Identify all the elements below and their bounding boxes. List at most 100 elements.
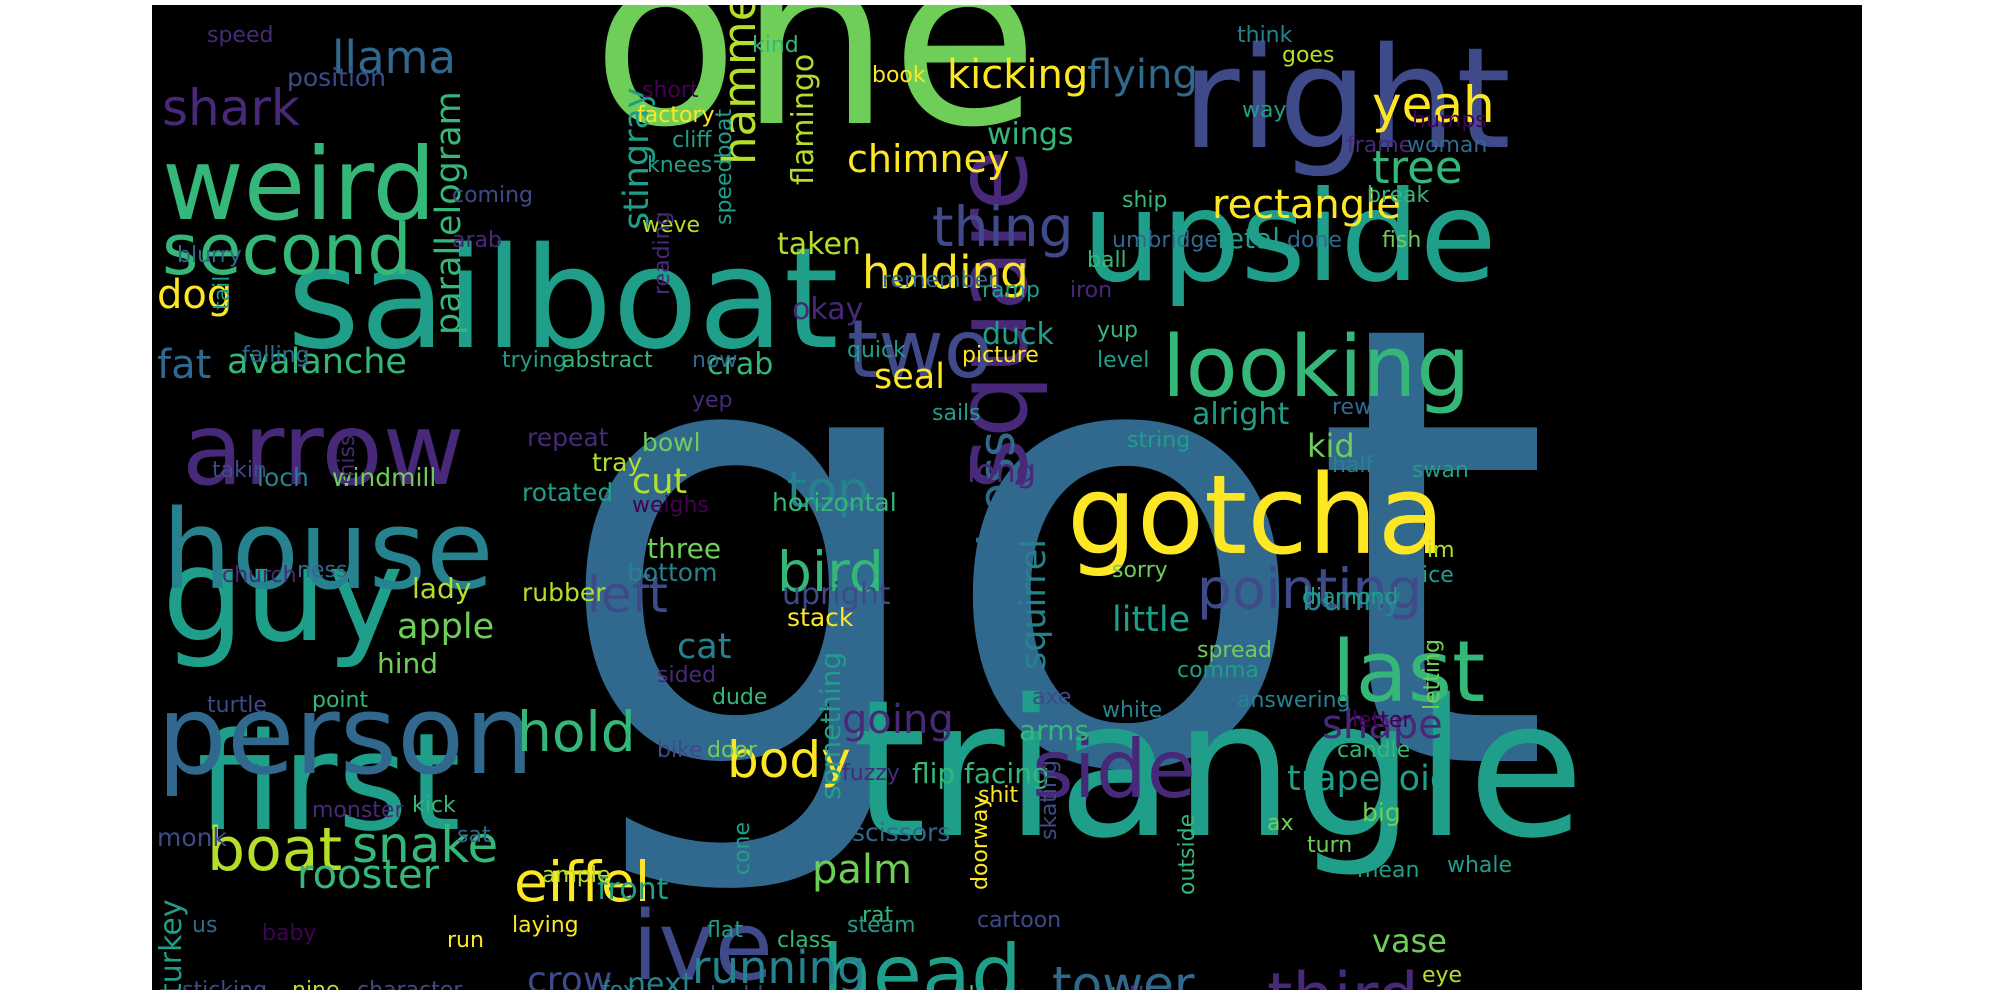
word-short: short	[642, 78, 699, 103]
word-left: left	[587, 566, 668, 624]
word-running: running	[692, 941, 866, 990]
word-ness: ness	[297, 558, 348, 583]
word-letting: letting	[1420, 639, 1445, 710]
word-looking: looking	[1162, 318, 1471, 417]
word-cliff: cliff	[672, 128, 712, 153]
word-humps: humps	[1412, 108, 1487, 133]
word-sorry: sorry	[1112, 558, 1168, 583]
word-half: half	[1332, 453, 1374, 478]
word-ive: ive	[632, 892, 774, 991]
word-letter: letter	[1352, 708, 1412, 733]
word-something: something	[814, 651, 847, 800]
word-mallet: mallet	[1077, 983, 1178, 990]
word-weve: weve	[642, 213, 701, 238]
word-laying: laying	[512, 913, 579, 938]
word-sticking: sticking	[182, 980, 267, 991]
word-blurry: blurry	[177, 243, 242, 268]
word-snake: snake	[352, 816, 499, 874]
word-point: point	[312, 688, 369, 713]
word-ramp: ramp	[982, 278, 1040, 303]
word-outside: outside	[1175, 813, 1200, 895]
word-cartoon: cartoon	[977, 908, 1062, 933]
word-comma: comma	[1177, 658, 1259, 683]
word-parallelogram: parallelogram	[429, 91, 469, 335]
word-bike: bike	[657, 738, 703, 763]
word-rectangle: rectangle	[1212, 182, 1401, 228]
word-spread: spread	[1197, 638, 1272, 663]
word-think: think	[1237, 23, 1293, 48]
word-diamond: diamond	[1302, 585, 1399, 610]
word-falling: falling	[242, 343, 310, 368]
word-bird: bird	[777, 540, 884, 604]
word-hold: hold	[517, 700, 636, 764]
word-fish: fish	[1382, 228, 1422, 253]
word-shark: shark	[162, 79, 300, 137]
word-horizontal: horizontal	[772, 488, 897, 517]
word-kick: kick	[412, 793, 456, 818]
word-flamingo: flamingo	[786, 53, 821, 185]
word-boat: boat	[207, 815, 343, 885]
word-head: head	[822, 928, 1022, 991]
word-little: little	[1112, 600, 1191, 640]
word-person: person	[157, 671, 535, 799]
word-picture: picture	[962, 343, 1039, 368]
word-ample: ample	[542, 863, 611, 888]
word-body: body	[727, 731, 851, 789]
word-guy: guy	[162, 519, 404, 671]
word-eiffel: eiffel	[514, 850, 651, 914]
word-upside: upside	[1082, 165, 1497, 310]
word-got: got	[552, 195, 1552, 905]
word-cone: cone	[730, 821, 755, 875]
word-turn: turn	[1307, 833, 1353, 858]
word-goes: goes	[1282, 43, 1335, 68]
word-mean: mean	[1357, 858, 1420, 883]
word-arab: arab	[452, 228, 502, 253]
word-top: top	[787, 461, 869, 519]
word-break: break	[1367, 183, 1430, 208]
word-arms: arms	[1019, 714, 1090, 747]
word-double: double	[702, 985, 777, 991]
word-takin: takin	[212, 458, 267, 483]
word-iron: iron	[1070, 278, 1113, 303]
word-rat: rat	[862, 903, 894, 928]
word-tower: tower	[1052, 956, 1195, 990]
word-yep: yep	[692, 388, 733, 413]
word-turtle: turtle	[207, 693, 267, 718]
word-steam: steam	[847, 913, 916, 938]
word-one: one	[592, 5, 1039, 180]
word-rewind: rewind	[1332, 395, 1407, 420]
word-turkey: turkey	[154, 899, 189, 990]
word-sailboat: sailboat	[287, 218, 839, 381]
word-fat: fat	[157, 342, 212, 388]
word-sided: sided	[657, 663, 717, 688]
word-arrow: arrow	[182, 391, 465, 508]
word-dog: dog	[157, 272, 233, 318]
word-quick: quick	[847, 338, 906, 363]
word-door: door	[707, 738, 757, 763]
word-string: string	[1127, 428, 1191, 453]
word-facing: facing	[964, 757, 1050, 790]
word-crow: crow	[527, 960, 613, 991]
word-way: way	[1242, 98, 1287, 123]
word-doorway: doorway	[968, 795, 993, 890]
word-sat: sat	[457, 823, 491, 848]
word-run: run	[447, 928, 484, 953]
word-axe: axe	[1032, 685, 1072, 710]
word-weighs: weighs	[632, 493, 710, 518]
word-front: front	[597, 872, 669, 907]
word-alright: alright	[1192, 397, 1290, 432]
word-ship: ship	[1122, 188, 1168, 213]
word-sails: sails	[932, 401, 981, 426]
word-umbridge: umbridge	[1112, 228, 1218, 253]
word-three: three	[647, 532, 722, 565]
word-cloud: got one triangle sailboat right upside first gu…	[152, 5, 1862, 990]
word-squirrel: squirrel	[1014, 538, 1054, 670]
word-bowl: bowl	[642, 428, 701, 457]
word-rubber: rubber	[522, 578, 606, 607]
word-bunny: bunny	[1302, 580, 1403, 618]
word-eye: eye	[1422, 963, 1463, 988]
word-fuzzy: fuzzy	[842, 761, 900, 786]
word-ball: ball	[1087, 248, 1127, 273]
word-trapezoid: trapezoid	[1287, 759, 1453, 799]
word-sleeve: sleeve	[957, 985, 1028, 991]
